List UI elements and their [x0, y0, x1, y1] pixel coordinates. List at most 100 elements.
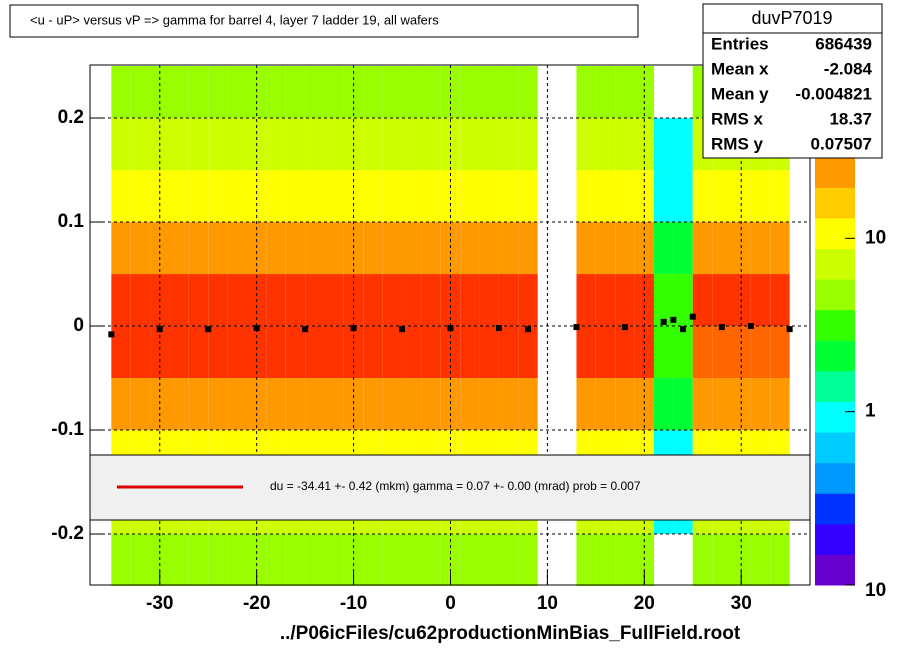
heatmap-cell: [111, 222, 131, 275]
heatmap-cell: [518, 326, 538, 379]
heatmap-cell: [479, 326, 499, 379]
heatmap-cell: [324, 326, 344, 379]
profile-point: [525, 326, 532, 333]
palette-swatch: [815, 279, 855, 311]
stats-value: 686439: [815, 34, 872, 53]
heatmap-cell: [246, 378, 267, 431]
heatmap-cell: [111, 378, 131, 431]
heatmap-cell: [324, 170, 344, 223]
heatmap-cell: [169, 222, 189, 275]
heatmap-cell: [111, 118, 131, 171]
heatmap-cell: [421, 118, 441, 171]
heatmap-cell: [285, 118, 306, 171]
heatmap-cell: [615, 66, 635, 119]
heatmap-cell: [402, 170, 422, 223]
palette-swatch: [815, 523, 855, 555]
heatmap-cell: [363, 378, 383, 431]
heatmap-cell: [653, 378, 674, 431]
heatmap-cell: [324, 66, 344, 119]
heatmap-cell: [673, 326, 693, 379]
stats-value: 0.07507: [811, 134, 872, 153]
heatmap-cell: [576, 274, 596, 327]
heatmap-cell: [634, 170, 654, 223]
heatmap-cell: [479, 170, 499, 223]
x-tick-label: 0: [445, 593, 456, 614]
heatmap-cell: [343, 534, 364, 587]
heatmap-cell: [750, 274, 771, 327]
heatmap-cell: [440, 378, 461, 431]
heatmap-cell: [150, 534, 170, 587]
heatmap-cell: [188, 274, 209, 327]
heatmap-cell: [227, 170, 247, 223]
heatmap-cell: [227, 534, 247, 587]
profile-point: [156, 326, 163, 333]
profile-point: [689, 313, 696, 320]
y-tick-label: -0.2: [51, 523, 84, 544]
heatmap-cell: [440, 534, 461, 587]
stats-value: -0.004821: [795, 84, 872, 103]
heatmap-cell: [479, 534, 499, 587]
heatmap-cell: [150, 66, 170, 119]
palette-swatch: [815, 462, 855, 494]
heatmap-cell: [382, 326, 403, 379]
heatmap-cell: [518, 378, 538, 431]
heatmap-cell: [150, 378, 170, 431]
heatmap-cell: [343, 378, 364, 431]
heatmap-cell: [498, 118, 519, 171]
heatmap-cell: [227, 118, 247, 171]
heatmap-cell: [634, 378, 654, 431]
heatmap-cell: [479, 378, 499, 431]
heatmap-cell: [208, 118, 228, 171]
heatmap-cell: [188, 378, 209, 431]
heatmap-cell: [440, 326, 461, 379]
heatmap-cell: [498, 378, 519, 431]
heatmap-cell: [615, 118, 635, 171]
heatmap-cell: [285, 66, 306, 119]
heatmap-cell: [498, 534, 519, 587]
heatmap-cell: [712, 170, 732, 223]
heatmap-cell: [130, 326, 151, 379]
heatmap-cell: [576, 378, 596, 431]
heatmap-cell: [305, 170, 325, 223]
heatmap-cell: [731, 222, 751, 275]
heatmap-cell: [324, 274, 344, 327]
stats-value: 18.37: [829, 109, 872, 128]
heatmap-cell: [208, 274, 228, 327]
heatmap-cell: [653, 170, 674, 223]
heatmap-cell: [731, 534, 751, 587]
heatmap-cell: [382, 118, 403, 171]
heatmap-cell: [169, 326, 189, 379]
heatmap-cell: [440, 170, 461, 223]
heatmap-cell: [266, 118, 286, 171]
heatmap-cell: [595, 378, 616, 431]
heatmap-cell: [130, 534, 151, 587]
heatmap-cell: [227, 222, 247, 275]
heatmap-cell: [246, 170, 267, 223]
heatmap-cell: [479, 222, 499, 275]
heatmap-cell: [363, 118, 383, 171]
heatmap-cell: [615, 170, 635, 223]
heatmap-cell: [382, 222, 403, 275]
heatmap-cell: [363, 326, 383, 379]
heatmap-cell: [246, 534, 267, 587]
title-box: [9, 4, 639, 38]
heatmap-cell: [634, 534, 654, 587]
heatmap-cell: [653, 118, 674, 171]
palette-swatch: [815, 432, 855, 464]
heatmap-cell: [673, 378, 693, 431]
heatmap-cell: [595, 118, 616, 171]
heatmap-cell: [208, 222, 228, 275]
heatmap-cell: [498, 222, 519, 275]
heatmap-cell: [111, 66, 131, 119]
heatmap-cell: [402, 534, 422, 587]
heatmap-cell: [169, 170, 189, 223]
heatmap-cell: [227, 66, 247, 119]
heatmap-cell: [402, 274, 422, 327]
x-tick-label: 30: [731, 593, 752, 614]
stats-key: Mean y: [711, 84, 769, 103]
heatmap-cell: [653, 326, 674, 379]
heatmap-cell: [343, 222, 364, 275]
heatmap-cell: [343, 170, 364, 223]
profile-point: [108, 331, 115, 338]
x-tick-label: 20: [634, 593, 655, 614]
